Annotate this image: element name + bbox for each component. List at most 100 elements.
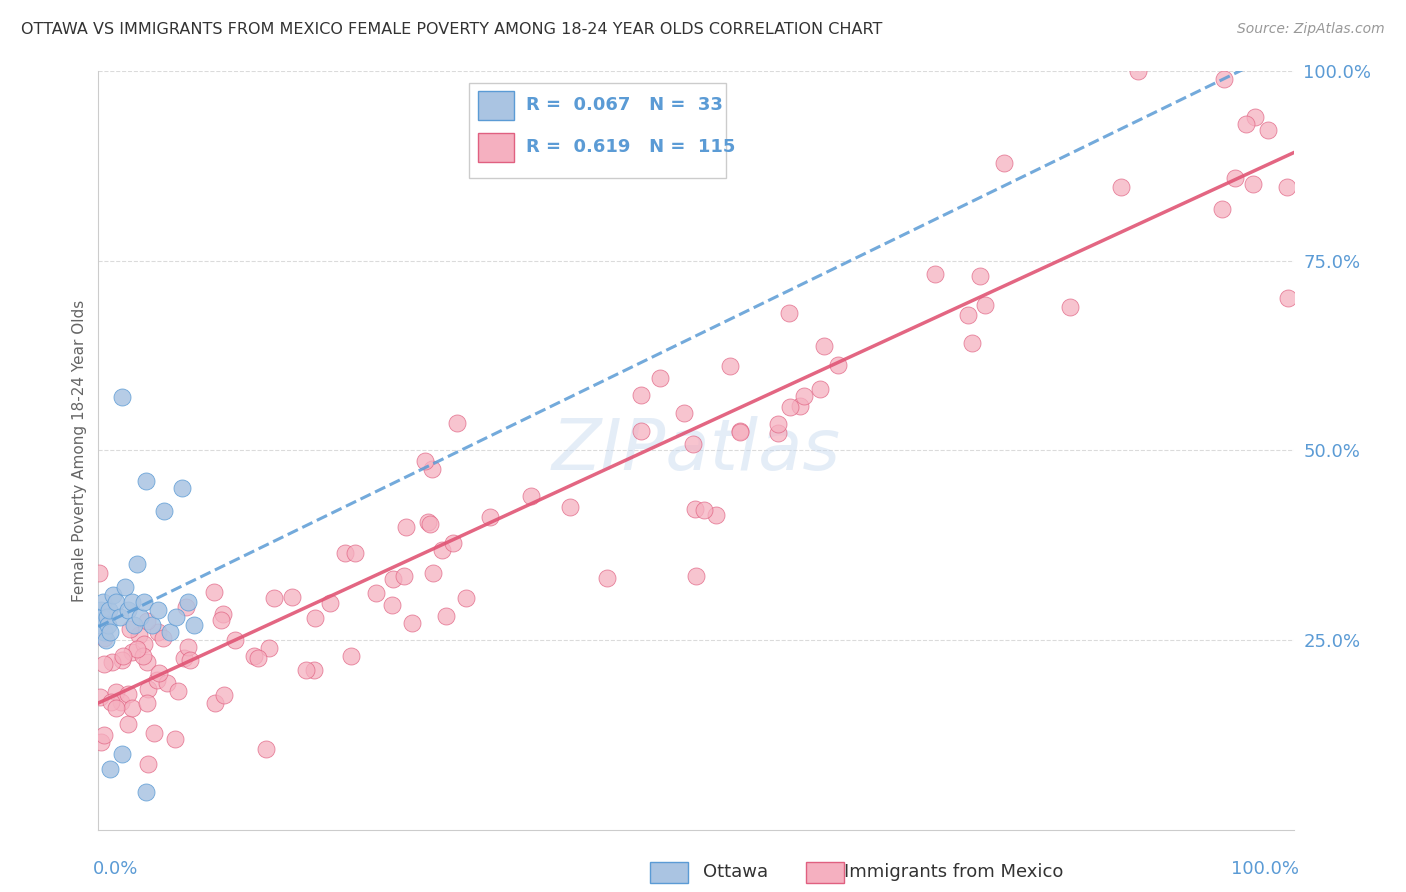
Point [1109,180,1132,194]
Point [413,454,436,468]
Point [1275,179,1298,194]
Point [91,610,114,624]
Point [778,305,800,319]
Point [441,536,464,550]
Point [560,500,582,514]
Point [136,614,159,628]
Point [422,566,444,580]
Point [111,391,134,405]
Text: Source: ZipAtlas.com: Source: ZipAtlas.com [1237,22,1385,37]
Point [630,424,652,438]
Point [416,515,439,529]
Point [224,633,246,648]
Point [152,631,174,645]
Point [93,631,115,645]
Point [145,673,167,688]
Point [91,595,114,609]
Point [302,663,325,677]
Point [827,358,849,372]
Point [111,653,134,667]
Point [108,610,131,624]
Point [381,572,404,586]
Point [172,482,194,496]
Point [1128,64,1150,78]
Point [159,625,181,640]
Point [974,298,997,312]
Point [446,416,468,430]
Point [167,684,190,698]
Point [105,685,128,699]
Point [1234,117,1257,131]
Point [96,610,118,624]
Point [595,571,617,585]
Point [479,510,502,524]
Point [682,437,704,451]
Y-axis label: Female Poverty Among 18-24 Year Olds: Female Poverty Among 18-24 Year Olds [72,300,87,601]
Point [1223,171,1246,186]
Point [90,735,112,749]
FancyBboxPatch shape [478,133,515,161]
Text: Immigrants from Mexico: Immigrants from Mexico [844,863,1063,881]
Text: Ottawa: Ottawa [703,863,768,881]
Point [129,610,152,624]
Point [121,645,143,659]
Point [110,695,132,709]
Point [304,611,326,625]
Point [793,389,815,403]
Point [420,461,443,475]
Point [118,623,141,637]
Point [87,566,110,580]
Point [1244,111,1267,125]
Point [246,650,269,665]
Text: ZIPatlas: ZIPatlas [551,416,841,485]
Text: 100.0%: 100.0% [1232,860,1299,878]
Point [685,568,707,582]
Point [148,603,170,617]
Point [125,641,148,656]
Point [174,599,197,614]
Point [1241,177,1264,191]
Point [117,603,139,617]
Point [779,400,801,414]
Point [243,649,266,664]
Point [135,785,157,799]
Point [114,580,136,594]
Text: R =  0.067   N =  33: R = 0.067 N = 33 [526,96,723,114]
Point [98,762,122,776]
Point [141,617,163,632]
Point [956,308,979,322]
Point [134,637,156,651]
Point [128,628,150,642]
Point [204,696,226,710]
Point [728,424,751,438]
Point [1211,202,1233,216]
Point [212,607,235,622]
Point [111,747,134,761]
Point [209,613,232,627]
Point [105,595,128,609]
Point [519,489,541,503]
Point [960,336,983,351]
Point [381,598,404,612]
Point [100,695,122,709]
Point [136,757,159,772]
Point [100,655,122,669]
Point [257,641,280,656]
Point [104,700,127,714]
Point [132,595,155,609]
Point [135,474,157,488]
Point [121,701,143,715]
Point [124,617,146,632]
Point [718,359,741,373]
Point [335,546,357,560]
Point [90,603,112,617]
Point [136,682,159,697]
Point [135,655,157,669]
Point [672,406,695,420]
Point [125,557,148,572]
Point [630,388,652,402]
Point [142,726,165,740]
Point [766,417,789,432]
Point [153,504,176,518]
Point [1257,123,1279,137]
